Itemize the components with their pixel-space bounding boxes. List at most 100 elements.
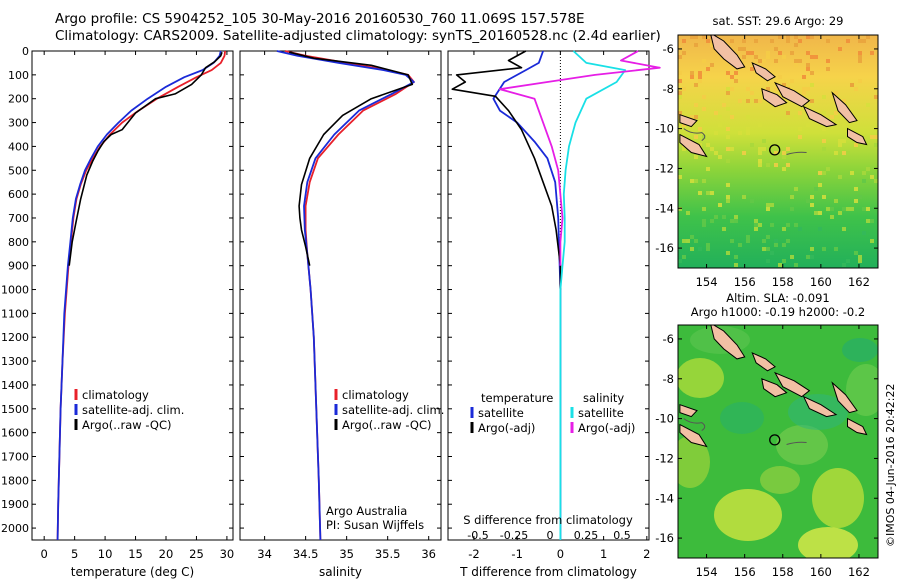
- sst-cell: [794, 35, 798, 39]
- sst-cell: [774, 163, 778, 167]
- sst-cell: [750, 143, 754, 147]
- island-coastline: [679, 423, 708, 448]
- sst-cell: [706, 243, 710, 247]
- sst-cell: [702, 219, 706, 223]
- sst-cell: [790, 195, 794, 199]
- sst-cell: [786, 111, 790, 115]
- sst-cell: [806, 255, 810, 259]
- sst-cell: [758, 59, 762, 63]
- sst-cell: [874, 95, 878, 99]
- sst-cell: [766, 203, 770, 207]
- sst-cell: [710, 63, 714, 67]
- sst-cell: [866, 103, 870, 107]
- sst-cell: [798, 227, 802, 231]
- sst-cell: [826, 207, 830, 211]
- island-coastline: [761, 378, 788, 398]
- sst-cell: [678, 111, 682, 115]
- x-tick-label: 34.5: [293, 547, 319, 561]
- argo-float-marker: [769, 434, 781, 446]
- sst-cell: [766, 55, 770, 59]
- sst-cell: [866, 219, 870, 223]
- sst-cell: [726, 159, 730, 163]
- sst-cell: [826, 67, 830, 71]
- sst-cell: [782, 227, 786, 231]
- sst-cell: [742, 55, 746, 59]
- sst-cell: [766, 235, 770, 239]
- sst-cell: [858, 55, 862, 59]
- x-axis-label: temperature (deg C): [71, 565, 194, 579]
- s-tick-label: 0.25: [574, 529, 599, 542]
- sst-cell: [794, 115, 798, 119]
- sst-cell: [758, 223, 762, 227]
- sla-anomaly: [846, 364, 878, 416]
- sst-cell: [726, 199, 730, 203]
- credit-text: PI: Susan Wijffels: [326, 518, 424, 532]
- sst-cell: [722, 103, 726, 107]
- sst-cell: [746, 239, 750, 243]
- sst-cell: [750, 51, 754, 55]
- map-y-tick-label: -6: [663, 42, 674, 56]
- series-line-satellite-adj-clim-: [276, 50, 415, 541]
- sst-cell: [730, 75, 734, 79]
- sst-cell: [714, 215, 718, 219]
- sla-anomaly: [760, 466, 800, 494]
- sst-cell: [730, 39, 734, 43]
- sst-cell: [686, 239, 690, 243]
- island-coastline: [679, 403, 698, 418]
- sst-cell: [698, 191, 702, 195]
- sst-cell: [722, 215, 726, 219]
- sst-cell: [694, 179, 698, 183]
- sst-cell: [814, 55, 818, 59]
- reef-outline: [786, 441, 807, 445]
- map-x-tick-label: 162: [848, 275, 870, 289]
- sst-cell: [702, 35, 706, 39]
- sst-cell: [802, 91, 806, 95]
- sst-cell: [794, 43, 798, 47]
- sst-cell: [866, 207, 870, 211]
- sst-cell: [774, 87, 778, 91]
- series-line-temperature-satellite: [492, 50, 562, 540]
- sst-cell: [774, 59, 778, 63]
- legend-label: Argo(..raw -QC): [342, 418, 432, 432]
- legend-header: temperature: [481, 391, 553, 405]
- sst-cell: [834, 111, 838, 115]
- top-axis-label: S difference from climatology: [463, 513, 633, 527]
- sst-cell: [742, 39, 746, 43]
- sst-cell: [842, 263, 846, 267]
- sst-cell: [698, 143, 702, 147]
- sst-cell: [818, 211, 822, 215]
- sst-cell: [842, 99, 846, 103]
- sla-anomaly: [720, 402, 764, 434]
- x-axis-label: salinity: [319, 565, 362, 579]
- series-line-argo-raw-qc-: [289, 51, 414, 266]
- sst-cell: [706, 39, 710, 43]
- sst-cell: [794, 223, 798, 227]
- map-y-tick-label: -10: [655, 122, 674, 136]
- sst-cell: [774, 151, 778, 155]
- sst-cell: [718, 115, 722, 119]
- sst-cell: [778, 263, 782, 267]
- sst-cell: [858, 39, 862, 43]
- sst-cell: [726, 183, 730, 187]
- map-y-tick-label: -14: [655, 491, 674, 505]
- sst-cell: [782, 151, 786, 155]
- plot-title-line-2: Climatology: CARS2009. Satellite-adjuste…: [55, 28, 661, 44]
- x-tick-label: 36: [421, 547, 436, 561]
- map-field: [678, 35, 878, 268]
- y-tick-label: 0: [22, 45, 29, 58]
- sst-cell: [726, 135, 730, 139]
- sst-cell: [822, 171, 826, 175]
- sst-cell: [778, 75, 782, 79]
- sst-cell: [790, 79, 794, 83]
- map-frame: [677, 324, 879, 559]
- sst-cell: [678, 79, 682, 83]
- sst-cell: [746, 99, 750, 103]
- sst-cell: [758, 163, 762, 167]
- map-x-tick-label: 156: [734, 565, 756, 579]
- sst-cell: [726, 91, 730, 95]
- sst-cell: [694, 115, 698, 119]
- sst-cell: [734, 219, 738, 223]
- sst-cell: [846, 39, 850, 43]
- sst-cell: [690, 35, 694, 39]
- sst-cell: [730, 147, 734, 151]
